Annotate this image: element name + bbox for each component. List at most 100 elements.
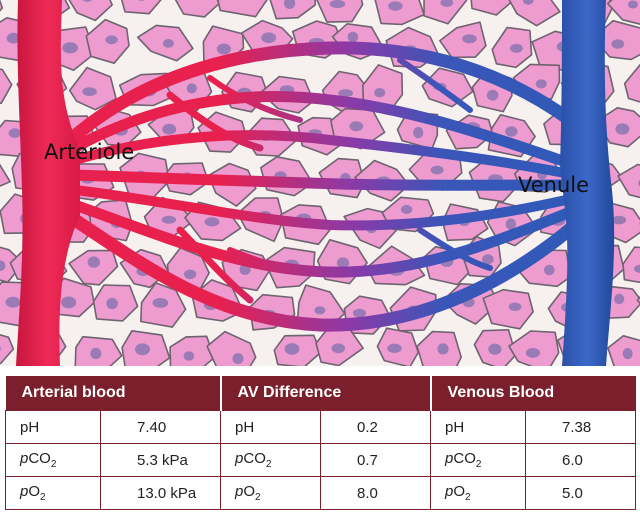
table-row-pco2: pCO2 5.3 kPa pCO2 0.7 pCO2 6.0 (5, 443, 637, 477)
arteriole-vessel (16, 0, 80, 366)
cell-nucleus (87, 256, 101, 268)
cell-nucleus (430, 165, 444, 175)
tissue-cell (68, 0, 113, 22)
cell-nucleus (522, 0, 534, 5)
cell-nucleus (62, 42, 78, 54)
cell-nucleus (627, 0, 638, 9)
cell-nucleus (505, 218, 517, 230)
cell-nucleus (349, 121, 364, 132)
tissue-cell (269, 0, 317, 20)
cell-nucleus (615, 123, 630, 135)
row-label: pH (430, 410, 527, 444)
capillary (70, 185, 580, 231)
cell-nucleus (0, 260, 6, 272)
cell-nucleus (186, 83, 197, 94)
row-label: pH (220, 410, 322, 444)
cell-nucleus (462, 34, 477, 44)
table-row-ph: pH 7.40 pH 0.2 pH 7.38 (5, 410, 637, 444)
cell-nucleus (400, 204, 413, 214)
cell-nucleus (163, 39, 174, 48)
cell-nucleus (216, 43, 231, 55)
av-po2-value: 8.0 (320, 476, 432, 510)
arterial-blood-header: Arterial blood (5, 376, 222, 411)
tissue-cell (169, 335, 216, 366)
venule-label: Venule (518, 173, 589, 197)
tissue-cell (623, 63, 640, 103)
cell-nucleus (388, 1, 403, 11)
cell-nucleus (0, 346, 1, 352)
capillary (207, 75, 303, 123)
tissue-cell (470, 0, 514, 16)
capillary-bed-diagram: Arteriole Venule (0, 0, 640, 366)
cell-nucleus (135, 343, 150, 356)
cell-nucleus (232, 353, 244, 364)
venous-ph-value: 7.38 (525, 410, 637, 444)
capillary (64, 91, 581, 171)
tissue-cell (508, 0, 561, 27)
capillary (397, 57, 473, 113)
cell-nucleus (338, 89, 353, 98)
cell-nucleus (622, 348, 633, 360)
table-header-row: Arterial blood AV Difference Venous Bloo… (5, 376, 636, 411)
cell-nucleus (106, 297, 118, 310)
cell-nucleus (437, 343, 449, 355)
tissue-cell (423, 0, 468, 25)
venous-pco2-value: 6.0 (525, 443, 637, 477)
row-label: pO2 (220, 476, 322, 510)
cell-nucleus (440, 0, 454, 7)
cell-nucleus (82, 87, 97, 96)
cell-nucleus (5, 296, 21, 308)
tissue-cell (622, 246, 640, 284)
row-label: pCO2 (220, 443, 322, 477)
tissue-cell (421, 67, 474, 108)
tissue-cell (316, 0, 364, 23)
cell-nucleus (482, 254, 494, 265)
arteriole-label: Arteriole (44, 140, 134, 164)
cell-nucleus (152, 298, 169, 308)
cell-nucleus (633, 264, 640, 273)
cell-nucleus (488, 343, 502, 355)
tissue-cell (482, 288, 534, 330)
cell-nucleus (352, 308, 366, 318)
cell-nucleus (161, 215, 177, 224)
tissue-cell (0, 68, 13, 105)
capillary (417, 227, 493, 271)
row-label: pO2 (5, 476, 101, 510)
capillary-network (63, 41, 582, 332)
blood-gas-table: Arterial blood AV Difference Venous Bloo… (5, 376, 637, 510)
cell-nucleus (138, 0, 146, 1)
capillary (69, 199, 581, 278)
capillary (63, 41, 577, 147)
av-difference-header: AV Difference (220, 376, 432, 411)
venous-po2-value: 5.0 (525, 476, 637, 510)
cell-nucleus (331, 343, 346, 354)
tissue-cell (120, 0, 162, 15)
row-label: pCO2 (5, 443, 101, 477)
cell-nucleus (284, 0, 296, 9)
cell-nucleus (611, 39, 625, 49)
row-label: pO2 (430, 476, 527, 510)
cell-nucleus (105, 35, 118, 45)
arterial-pco2-value: 5.3 kPa (99, 443, 222, 477)
av-pco2-value: 0.7 (320, 443, 432, 477)
table-row-po2: pO2 13.0 kPa pO2 8.0 pO2 5.0 (5, 476, 637, 510)
cell-nucleus (183, 351, 195, 361)
cell-nucleus (347, 31, 359, 43)
capillary-bed-illustration: Arteriole Venule (0, 0, 640, 366)
cell-nucleus (387, 343, 402, 353)
cell-nucleus (284, 343, 300, 355)
tissue-cell (217, 0, 268, 18)
tissue-cell (174, 0, 220, 18)
cell-nucleus (336, 257, 350, 269)
tissue-cell (206, 330, 257, 366)
cell-nucleus (508, 302, 522, 311)
arterial-ph-value: 7.40 (99, 410, 222, 444)
cell-nucleus (162, 123, 177, 135)
cell-nucleus (204, 217, 220, 227)
capillary (166, 91, 264, 152)
av-ph-value: 0.2 (320, 410, 432, 444)
row-label: pH (5, 410, 101, 444)
cell-nucleus (486, 89, 499, 101)
cell-nucleus (90, 347, 102, 360)
cell-nucleus (614, 293, 625, 305)
